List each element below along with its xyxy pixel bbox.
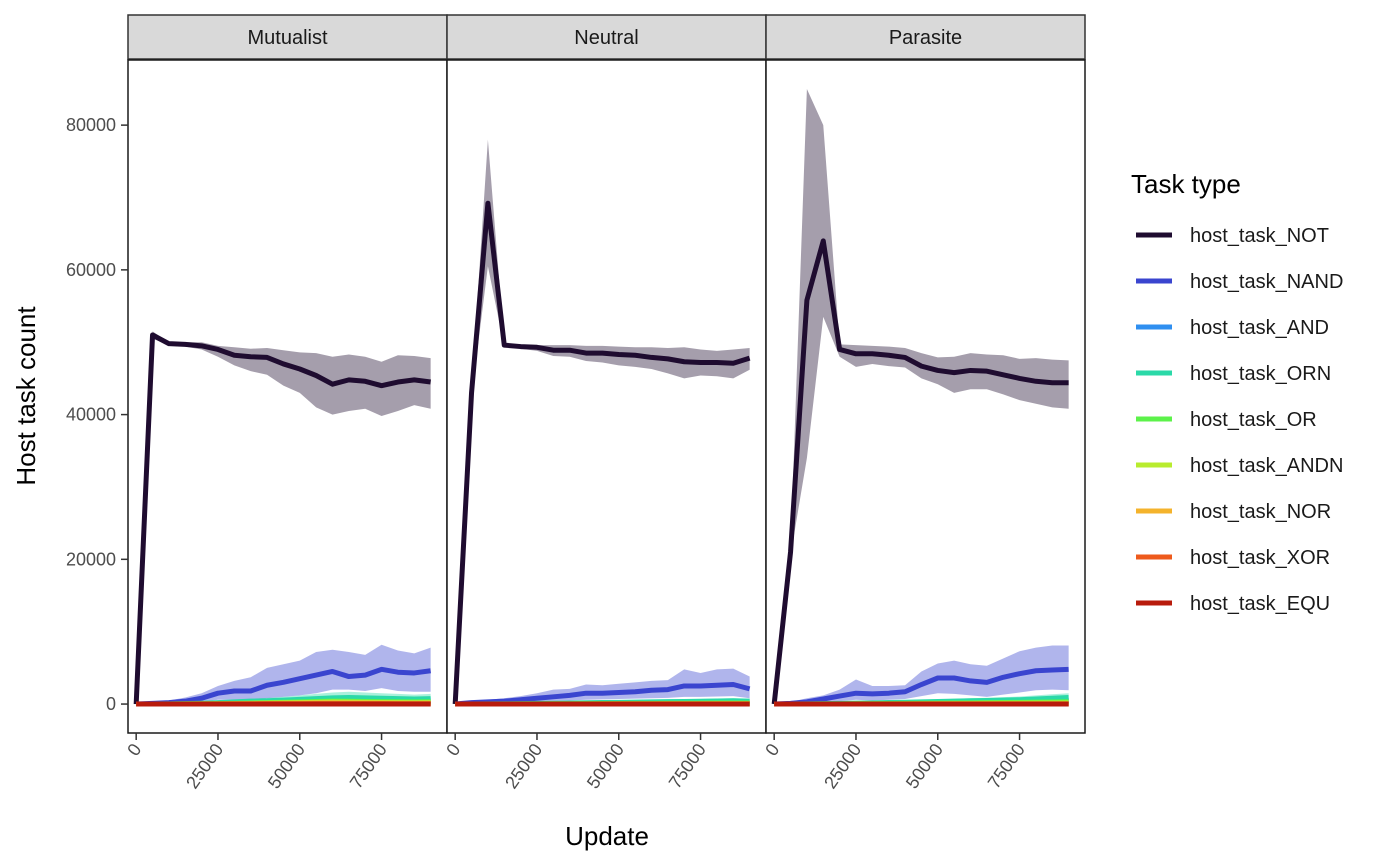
panels-layer: Mutualist 0 25000 50000 75000 Neutral 0 25000 50… — [123, 14, 1086, 792]
x-axis-title: Update — [565, 821, 649, 851]
series-line-host_task_NOT — [452, 200, 751, 705]
y-tick-label: 80000 — [66, 115, 116, 135]
x-tick-label: 25000 — [182, 740, 227, 792]
legend-item-host_task_NOT: host_task_NOT — [1136, 225, 1329, 247]
legend-label: host_task_AND — [1190, 317, 1329, 339]
facet-strip-label: Parasite — [889, 27, 962, 49]
y-tick-label: 40000 — [66, 405, 116, 425]
legend-title: Task type — [1131, 169, 1241, 199]
ribbon-host_task_NAND — [774, 645, 1069, 705]
facet-strip — [446, 14, 767, 60]
legend-item-host_task_XOR: host_task_XOR — [1136, 547, 1330, 569]
legend-item-host_task_NAND: host_task_NAND — [1136, 271, 1343, 293]
panel-plot-area — [452, 139, 751, 707]
x-tick-label: 75000 — [665, 740, 710, 792]
panel-plot-area — [133, 331, 431, 707]
x-tick-label: 75000 — [984, 740, 1029, 792]
y-tick-label: 60000 — [66, 260, 116, 280]
x-tick-label: 0 — [761, 740, 783, 760]
y-tick-label: 20000 — [66, 549, 116, 569]
panel-background — [447, 60, 766, 733]
legend: Task type host_task_NOT host_task_NANDhos… — [1131, 169, 1343, 615]
x-tick-label: 50000 — [583, 740, 628, 792]
legend-label: host_task_XOR — [1190, 547, 1330, 569]
legend-item-host_task_EQU: host_task_EQU — [1136, 593, 1330, 615]
facet-strip — [127, 14, 448, 60]
legend-label: host_task_ORN — [1190, 363, 1331, 385]
x-tick-label: 25000 — [820, 740, 865, 792]
facet-strip-label: Neutral — [574, 27, 638, 49]
ribbon-host_task_NOT — [136, 331, 431, 705]
panel-border — [765, 59, 1086, 734]
series-line-host_task_NOT — [771, 238, 1069, 705]
legend-label: host_task_ANDN — [1190, 455, 1343, 477]
series-line-host_task_NOT — [133, 332, 431, 705]
panel-background — [128, 60, 447, 733]
series-line-host_task_NAND — [454, 682, 751, 707]
legend-label: host_task_OR — [1190, 409, 1317, 431]
legend-item-host_task_AND: host_task_AND — [1136, 317, 1329, 339]
facet-panel-neutral: Neutral 0 25000 50000 75000 — [442, 14, 767, 792]
panel-background — [766, 60, 1085, 733]
y-tick-label: 0 — [106, 694, 116, 714]
legend-label: host_task_NOT — [1190, 225, 1329, 247]
facet-panel-mutualist: Mutualist 0 25000 50000 75000 — [123, 14, 448, 792]
legend-item-host_task_NOR: host_task_NOR — [1136, 501, 1331, 523]
panel-plot-area — [771, 88, 1069, 707]
x-tick-label: 50000 — [902, 740, 947, 792]
legend-item-host_task_ORN: host_task_ORN — [1136, 363, 1331, 385]
ribbon-host_task_NOT — [774, 88, 1069, 705]
x-tick-label: 75000 — [346, 740, 391, 792]
legend-item-host_task_ANDN: host_task_ANDN — [1136, 455, 1343, 477]
y-axis-title: Host task count — [11, 306, 41, 486]
ribbon-host_task_NAND — [136, 644, 431, 705]
legend-label: host_task_EQU — [1190, 593, 1330, 615]
x-tick-label: 50000 — [264, 740, 309, 792]
ribbon-host_task_NAND — [455, 668, 750, 705]
x-tick-label: 25000 — [501, 740, 546, 792]
legend-item-host_task_OR: host_task_OR — [1136, 409, 1317, 431]
facet-strip — [765, 14, 1086, 60]
series-line-host_task_NAND — [774, 666, 1069, 707]
y-axis: 0 20000 40000 60000 80000 — [66, 115, 128, 714]
legend-label: host_task_NAND — [1190, 271, 1343, 293]
ribbon-host_task_NOT — [455, 139, 750, 705]
legend-label: host_task_NOR — [1190, 501, 1331, 523]
x-tick-label: 0 — [442, 740, 464, 760]
x-tick-label: 0 — [123, 740, 145, 760]
facet-panel-parasite: Parasite 0 25000 50000 75000 — [761, 14, 1086, 792]
facet-strip-label: Mutualist — [247, 27, 327, 49]
